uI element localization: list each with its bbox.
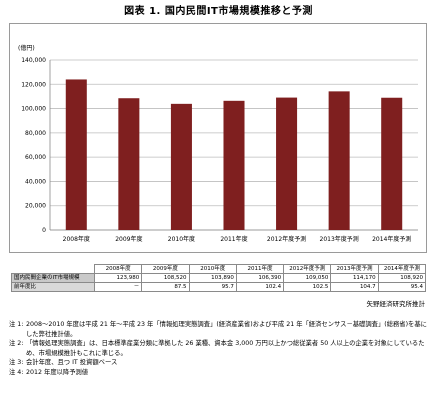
bar bbox=[223, 100, 245, 231]
y-tick-label: 120,000 bbox=[21, 81, 46, 88]
bar bbox=[170, 103, 192, 230]
row-label-market-size: 国内民間企業のIT市場規模 bbox=[11, 273, 95, 283]
table-cell: 95.7 bbox=[188, 282, 237, 292]
table-header-cell: 2012年度予測 bbox=[283, 264, 332, 274]
x-tick-label: 2013年度予測 bbox=[320, 235, 359, 243]
note-text: 2008～2010 年度は平成 21 年～平成 23 年「情報処理実態調査」(経… bbox=[26, 321, 427, 338]
y-tick-label: 40,000 bbox=[25, 178, 46, 185]
note-label: 注 3: bbox=[9, 359, 24, 367]
table-header-cell: 2009年度 bbox=[141, 264, 190, 274]
y-axis-unit-label: (億円) bbox=[18, 44, 35, 52]
table-cell: 104.7 bbox=[330, 282, 379, 292]
table-cell: 95.4 bbox=[377, 282, 427, 292]
table-cell: 102.5 bbox=[283, 282, 332, 292]
x-tick-label: 2008年度 bbox=[63, 235, 90, 243]
data-table: 2008年度 2009年度 2010年度 2011年度 2012年度予測 201… bbox=[11, 264, 427, 292]
table-cell: 114,170 bbox=[330, 273, 379, 283]
note-item: 注 1: 2008～2010 年度は平成 21 年～平成 23 年「情報処理実態… bbox=[9, 320, 429, 339]
table-cell: 102.4 bbox=[235, 282, 285, 292]
table-header-cell: 2011年度 bbox=[235, 264, 285, 274]
table-cell: 106,390 bbox=[235, 273, 285, 283]
x-tick-label: 2011年度 bbox=[220, 235, 247, 243]
table-header-cell: 2013年度予測 bbox=[330, 264, 379, 274]
table-header-cell: 2014年度予測 bbox=[377, 264, 427, 274]
table-row: 国内民間企業のIT市場規模 123,980 108,520 103,890 10… bbox=[11, 273, 427, 283]
y-tick-label: 80,000 bbox=[25, 130, 46, 137]
table-row: 前年度比 － 87.5 95.7 102.4 102.5 104.7 95.4 bbox=[11, 282, 427, 292]
note-item: 注 2: 「情報処理実態調査」は、日本標準産業分類に準拠した 26 業種、資本金… bbox=[9, 339, 429, 358]
chart-frame bbox=[9, 23, 427, 253]
table-cell: 103,890 bbox=[188, 273, 237, 283]
notes: 注 1: 2008～2010 年度は平成 21 年～平成 23 年「情報処理実態… bbox=[9, 320, 429, 378]
bar bbox=[65, 79, 87, 231]
note-text: 「情報処理実態調査」は、日本標準産業分類に準拠した 26 業種、資本金 3,00… bbox=[26, 340, 425, 357]
note-label: 注 2: bbox=[9, 340, 24, 348]
note-label: 注 1: bbox=[9, 321, 24, 328]
table-header-cell: 2010年度 bbox=[188, 264, 237, 274]
bar bbox=[276, 97, 298, 230]
table-header-row: 2008年度 2009年度 2010年度 2011年度 2012年度予測 201… bbox=[11, 264, 427, 274]
table-cell: 108,920 bbox=[377, 273, 427, 283]
x-tick-label: 2012年度予測 bbox=[267, 235, 306, 243]
y-tick-label: 140,000 bbox=[21, 57, 46, 64]
bar-chart: (億円) 0 20,000 40,000 60,000 80,000 100,000 120,… bbox=[18, 44, 418, 243]
y-tick-label: 0 bbox=[42, 227, 46, 234]
note-text: 会計年度、且つ IT 投資額ベース bbox=[26, 359, 118, 367]
note-label: 注 4: bbox=[9, 368, 24, 376]
table-header-blank bbox=[11, 264, 95, 274]
note-item: 注 3: 会計年度、且つ IT 投資額ベース bbox=[9, 358, 429, 368]
y-tick-label: 100,000 bbox=[21, 106, 46, 113]
bar bbox=[381, 97, 403, 231]
source-credit: 矢野経済研究所推計 bbox=[366, 300, 426, 308]
x-tick-label: 2014年度予測 bbox=[372, 235, 411, 243]
y-tick-label: 20,000 bbox=[25, 203, 46, 210]
table-header-cell: 2008年度 bbox=[93, 264, 143, 274]
x-tick-label: 2010年度 bbox=[168, 235, 195, 243]
bar bbox=[328, 91, 350, 231]
bar bbox=[118, 98, 140, 231]
x-tick-label: 2009年度 bbox=[115, 235, 142, 243]
table-cell: 123,980 bbox=[93, 273, 143, 283]
note-item: 注 4: 2012 年度以降予測値 bbox=[9, 368, 429, 378]
table-cell: 108,520 bbox=[141, 273, 190, 283]
table-cell: － bbox=[93, 282, 143, 292]
note-text: 2012 年度以降予測値 bbox=[26, 368, 89, 376]
table-cell: 109,050 bbox=[283, 273, 332, 283]
row-label-yoy: 前年度比 bbox=[11, 282, 95, 292]
figure-title: 図表 1. 国内民間IT市場規模推移と予測 bbox=[124, 6, 313, 17]
table-cell: 87.5 bbox=[141, 282, 190, 292]
y-tick-label: 60,000 bbox=[25, 154, 46, 161]
